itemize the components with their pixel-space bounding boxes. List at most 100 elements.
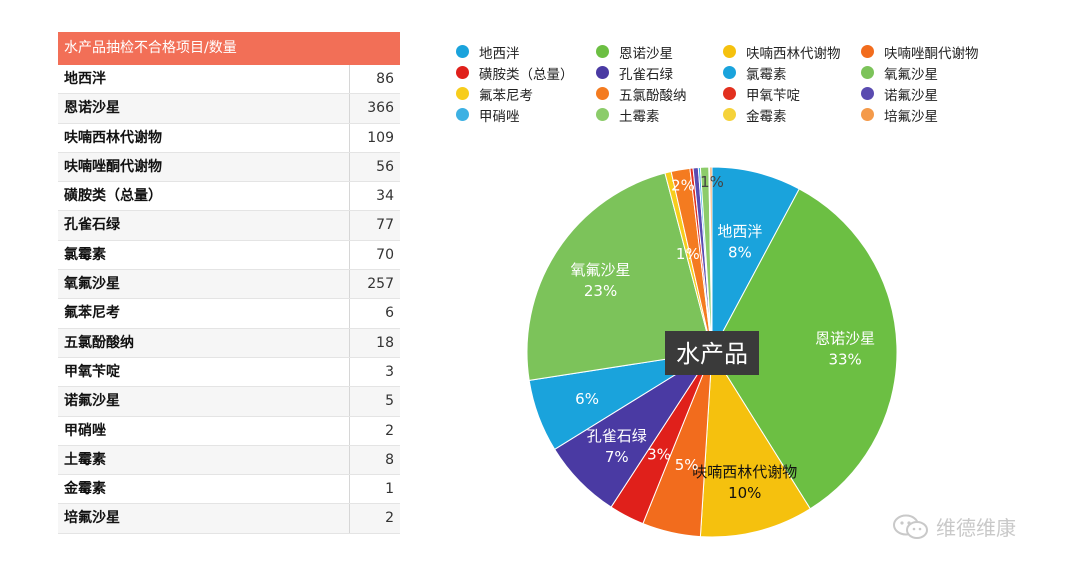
row-count: 3 (385, 363, 394, 380)
legend-label: 金霉素 (746, 108, 787, 125)
row-name: 孔雀石绿 (58, 211, 350, 240)
slice-pct-label: 33% (828, 350, 861, 368)
legend-item: 呋喃唑酮代谢物 (861, 42, 996, 62)
legend-label: 甲硝唑 (479, 108, 520, 125)
table-row: 培氟沙星 2 (58, 504, 400, 534)
table-row: 氟苯尼考 6 (58, 299, 400, 329)
row-name: 磺胺类（总量） (58, 182, 350, 211)
row-name: 金霉素 (58, 475, 350, 504)
slice-pct-label: 5% (675, 456, 699, 474)
legend-item: 培氟沙星 (861, 105, 996, 125)
data-table: 水产品抽检不合格项目/数量 地西泮 86 恩诺沙星 366 呋喃西林代谢物 109 呋喃唑酮… (58, 32, 400, 534)
slice-name-label: 呋喃西林代谢物 (692, 463, 797, 481)
table-row: 孔雀石绿 77 (58, 211, 400, 241)
slice-pct-label: 1% (700, 173, 724, 191)
legend-swatch-icon (861, 66, 874, 79)
table-row: 地西泮 86 (58, 65, 400, 95)
slice-pct-label: 2% (671, 176, 695, 194)
slice-pct-label: 3% (647, 446, 671, 464)
legend-item: 金霉素 (723, 105, 861, 125)
legend-swatch-icon (861, 45, 874, 58)
pie-slice (711, 188, 898, 510)
legend-label: 五氯酚酸纳 (619, 87, 687, 104)
slice-pct-label: 6% (575, 390, 599, 408)
slice-name-label: 恩诺沙星 (815, 329, 875, 347)
row-count: 1 (385, 481, 394, 498)
slice-pct-label: 7% (605, 448, 629, 466)
legend-swatch-icon (861, 87, 874, 100)
table-row: 金霉素 1 (58, 475, 400, 505)
legend-swatch-icon (456, 66, 469, 79)
row-name: 氧氟沙星 (58, 270, 350, 299)
row-count: 257 (367, 276, 394, 293)
row-count: 366 (367, 100, 394, 117)
slice-name-label: 孔雀石绿 (587, 427, 647, 445)
row-count: 34 (376, 188, 394, 205)
slice-pct-label: 10% (728, 484, 761, 502)
legend-item: 氧氟沙星 (861, 63, 996, 83)
row-count: 2 (385, 510, 394, 527)
legend-item: 氟苯尼考 (456, 84, 596, 104)
legend-swatch-icon (596, 108, 609, 121)
table-body: 地西泮 86 恩诺沙星 366 呋喃西林代谢物 109 呋喃唑酮代谢物 56 磺胺类（总量） 34… (58, 65, 400, 534)
watermark: 维德维康 (892, 512, 1016, 541)
legend-swatch-icon (723, 45, 736, 58)
pie-slice (699, 350, 811, 538)
legend-label: 孔雀石绿 (619, 66, 673, 83)
row-name: 诺氟沙星 (58, 387, 350, 416)
legend-swatch-icon (456, 108, 469, 121)
legend-swatch-icon (456, 87, 469, 100)
table-row: 氧氟沙星 257 (58, 270, 400, 300)
row-name: 土霉素 (58, 445, 350, 475)
legend-label: 恩诺沙星 (619, 45, 673, 62)
legend-swatch-icon (723, 108, 736, 121)
row-name: 甲硝唑 (58, 416, 350, 445)
center-label: 水产品 (665, 331, 759, 375)
center-label-text: 水产品 (676, 340, 748, 368)
pie-chart: 地西泮 8% 恩诺沙星 33% 呋喃西林代谢物 10% 5%3%孔雀石绿 7% 6% 氧氟沙星 23… (526, 166, 898, 538)
slice-name-label: 地西泮 (717, 223, 762, 241)
row-count: 109 (367, 129, 394, 146)
legend-swatch-icon (596, 66, 609, 79)
wechat-icon (893, 514, 928, 539)
table-header: 水产品抽检不合格项目/数量 (58, 32, 400, 65)
legend-label: 地西泮 (479, 45, 520, 62)
legend-label: 呋喃唑酮代谢物 (884, 45, 979, 62)
legend-label: 呋喃西林代谢物 (746, 45, 841, 62)
legend-label: 磺胺类（总量） (479, 66, 574, 83)
table-row: 呋喃西林代谢物 109 (58, 123, 400, 153)
legend-item: 孔雀石绿 (596, 63, 723, 83)
legend-label: 氟苯尼考 (479, 87, 533, 104)
legend-swatch-icon (596, 87, 609, 100)
legend-label: 甲氧苄啶 (746, 87, 800, 104)
row-name: 甲氧苄啶 (58, 357, 350, 387)
legend-item: 甲硝唑 (456, 105, 596, 125)
table-row: 呋喃唑酮代谢物 56 (58, 152, 400, 183)
row-name: 呋喃唑酮代谢物 (58, 152, 350, 182)
row-count: 56 (376, 158, 394, 175)
pie-slice (526, 172, 713, 381)
legend-item: 呋喃西林代谢物 (723, 42, 861, 62)
legend-swatch-icon (596, 45, 609, 58)
slice-pct-label: 8% (728, 244, 752, 262)
legend-label: 氯霉素 (746, 66, 787, 83)
legend-label: 土霉素 (619, 108, 660, 125)
legend-swatch-icon (723, 66, 736, 79)
legend-item: 五氯酚酸纳 (596, 84, 723, 104)
row-count: 77 (376, 217, 394, 234)
pie-slice (709, 166, 713, 353)
row-count: 86 (376, 71, 394, 87)
table-row: 甲硝唑 2 (58, 416, 400, 446)
row-count: 5 (385, 393, 394, 410)
row-count: 6 (385, 305, 394, 322)
watermark-text: 维德维康 (936, 516, 1016, 540)
legend-item: 诺氟沙星 (861, 84, 996, 104)
table-row: 磺胺类（总量） 34 (58, 182, 400, 212)
table-row: 恩诺沙星 366 (58, 94, 400, 124)
table-row: 氯霉素 70 (58, 240, 400, 271)
legend-swatch-icon (861, 108, 874, 121)
pie-slice (711, 166, 800, 353)
legend-label: 诺氟沙星 (884, 87, 938, 104)
row-count: 70 (376, 246, 394, 263)
slice-pct-label: 1% (676, 245, 700, 263)
